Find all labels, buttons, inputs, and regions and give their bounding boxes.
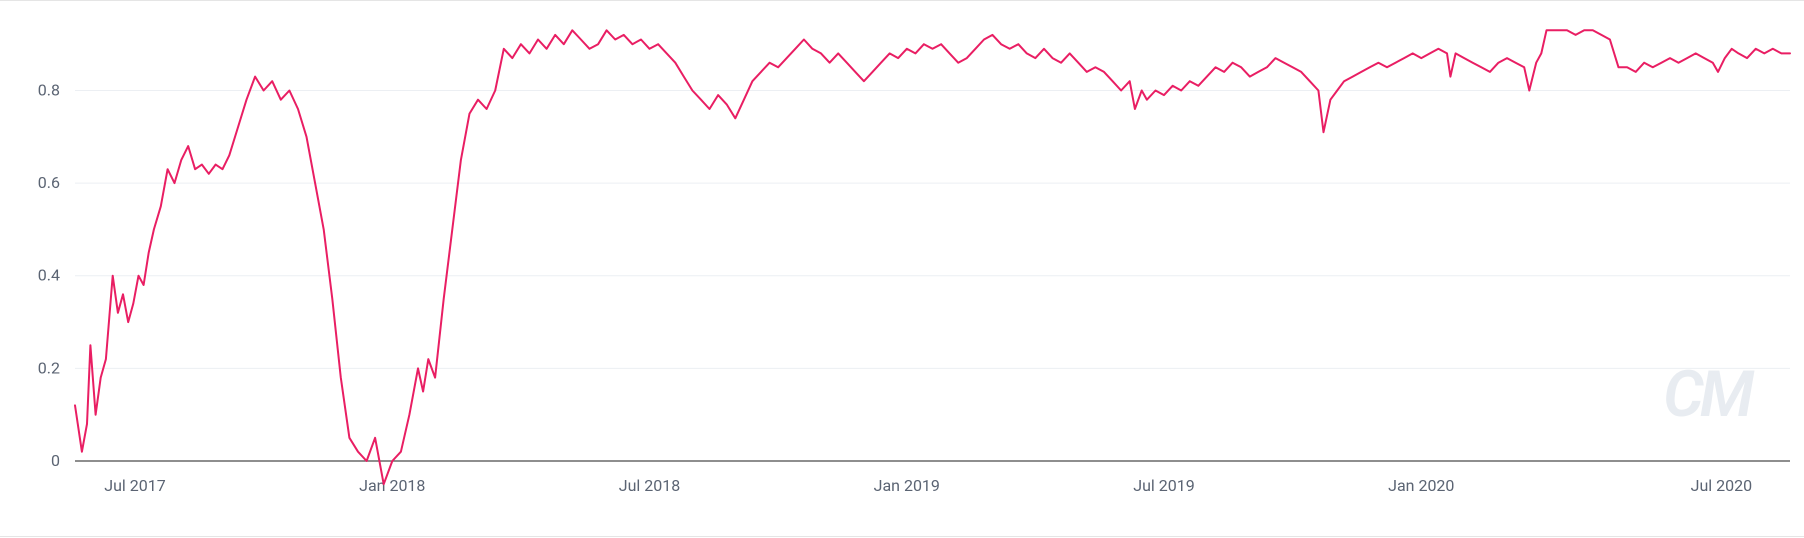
series-line [75, 30, 1790, 484]
x-tick-label: Jan 2020 [1388, 476, 1454, 495]
x-tick-label: Jan 2018 [359, 476, 425, 495]
y-tick-label: 0.4 [38, 266, 60, 285]
y-tick-label: 0.6 [38, 173, 60, 192]
x-tick-label: Jul 2018 [619, 476, 680, 495]
x-tick-label: Jan 2019 [874, 476, 940, 495]
y-tick-label: 0.2 [38, 358, 60, 377]
x-tick-label: Jul 2020 [1691, 476, 1752, 495]
x-tick-label: Jul 2017 [104, 476, 165, 495]
y-tick-label: 0.8 [38, 80, 60, 99]
y-tick-label: 0 [51, 451, 60, 470]
watermark: CM [1663, 357, 1755, 432]
chart-container: 0 0.2 0.4 0.6 0.8 CM Jul 2017 Jan 2018 Jul 2018 J… [0, 0, 1804, 537]
line-chart: 0 0.2 0.4 0.6 0.8 CM Jul 2017 Jan 2018 Jul 2018 J… [0, 1, 1804, 538]
x-tick-label: Jul 2019 [1133, 476, 1194, 495]
